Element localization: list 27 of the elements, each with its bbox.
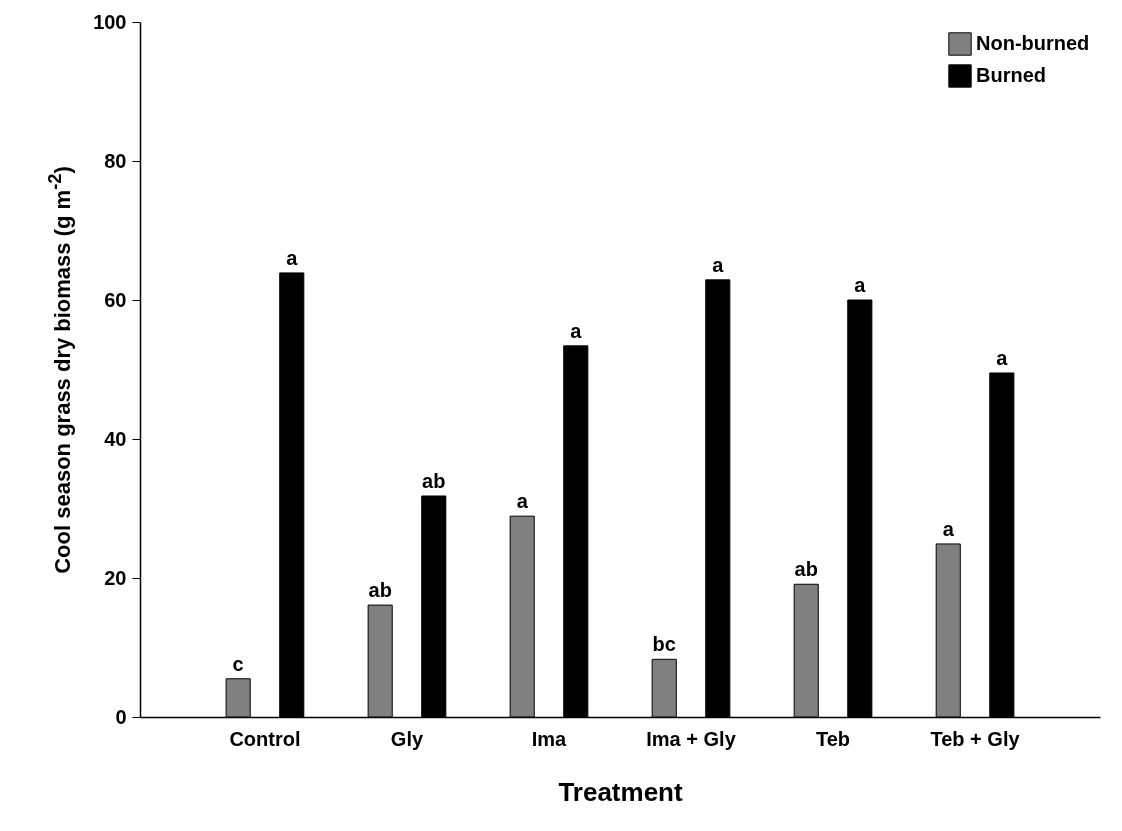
y-tick-label: 60 (104, 288, 127, 311)
data-label: a (570, 319, 583, 342)
x-tick-label: Gly (390, 727, 424, 750)
x-tick-label: Ima + Gly (646, 727, 737, 750)
y-tick-label: 0 (115, 705, 127, 728)
data-label: a (286, 246, 299, 269)
x-tick-label: Control (229, 727, 301, 750)
data-label: bc (652, 633, 676, 656)
x-tick-label: Ima (531, 727, 568, 750)
legend-label: Non-burned (976, 32, 1090, 54)
x-axis-title: Treatment (558, 776, 683, 807)
data-label: ab (422, 469, 446, 492)
data-label: a (996, 346, 1009, 369)
legend-label: Burned (976, 64, 1046, 86)
x-tick-label: Teb + Gly (930, 727, 1021, 750)
data-label: c (232, 652, 244, 675)
y-tick-label: 20 (104, 566, 127, 589)
y-tick-label: 100 (93, 10, 127, 33)
data-label: ab (368, 579, 392, 602)
y-tick-label: 80 (104, 149, 127, 172)
data-label: a (854, 274, 867, 296)
x-tick-label: Teb (815, 727, 851, 750)
data-label: ab (794, 558, 818, 581)
data-label: a (712, 253, 725, 276)
data-label: a (942, 517, 955, 540)
y-tick-label: 40 (104, 427, 127, 450)
data-label: a (516, 490, 529, 513)
